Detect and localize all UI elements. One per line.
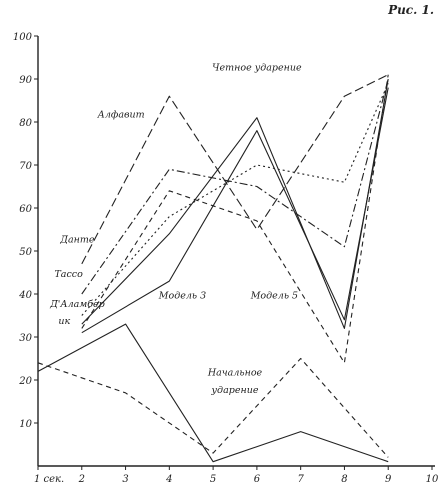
x-tick-label: 9 bbox=[385, 474, 392, 485]
series-line-4 bbox=[81, 74, 389, 364]
y-tick-label: 60 bbox=[19, 204, 32, 215]
x-tick-label: 7 bbox=[297, 474, 304, 485]
annotation-label: Модель 5 bbox=[250, 290, 298, 301]
x-tick-label: 1 сек. bbox=[34, 474, 64, 485]
annotation-label: ударение bbox=[211, 385, 259, 396]
figure-label: Рис. 1. bbox=[387, 3, 434, 17]
x-tick-label: 3 bbox=[122, 474, 128, 485]
series-line-7 bbox=[37, 357, 389, 458]
series-line-6 bbox=[81, 87, 389, 334]
annotation-label: Начальное bbox=[207, 368, 263, 379]
y-tick-label: 80 bbox=[19, 118, 32, 129]
x-tick-label: 4 bbox=[165, 474, 172, 485]
y-tick-label: 30 bbox=[19, 333, 32, 344]
annotation-label: Четное ударение bbox=[212, 62, 302, 73]
series-line-1 bbox=[81, 74, 389, 265]
x-tick-label: 6 bbox=[254, 474, 261, 485]
series-line-2 bbox=[81, 78, 389, 295]
annotation-label: Д'Аламбер bbox=[49, 299, 105, 310]
y-tick-label: 10 bbox=[19, 419, 32, 430]
y-tick-label: 50 bbox=[19, 247, 32, 258]
x-tick-label: 2 bbox=[78, 474, 85, 485]
series-line-8 bbox=[37, 323, 389, 463]
y-tick-label: 70 bbox=[19, 161, 32, 172]
y-tick-label: 90 bbox=[19, 75, 32, 86]
annotation-label: Алфавит bbox=[97, 110, 145, 121]
y-tick-label: 20 bbox=[18, 376, 32, 387]
x-tick-label: 10 bbox=[426, 474, 439, 485]
x-tick-label: 5 bbox=[210, 474, 216, 485]
annotation-label: Тассо bbox=[54, 269, 83, 280]
y-tick-label: 100 bbox=[13, 32, 33, 43]
x-tick-label: 8 bbox=[341, 474, 347, 485]
y-tick-label: 40 bbox=[18, 290, 32, 301]
annotation-label: ик bbox=[58, 316, 70, 327]
annotation-label: Данте bbox=[59, 234, 95, 245]
annotation-label: Модель 3 bbox=[158, 290, 206, 301]
